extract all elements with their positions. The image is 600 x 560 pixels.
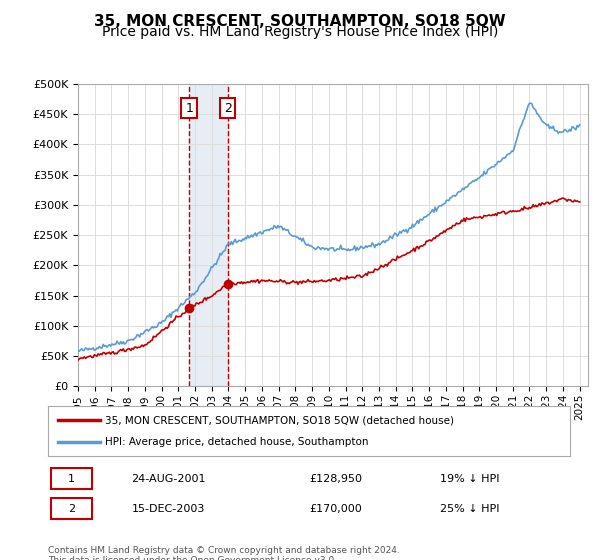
Text: 35, MON CRESCENT, SOUTHAMPTON, SO18 5QW: 35, MON CRESCENT, SOUTHAMPTON, SO18 5QW [94, 14, 506, 29]
Text: 24-AUG-2001: 24-AUG-2001 [131, 474, 206, 484]
Text: 1: 1 [68, 474, 75, 484]
Text: £128,950: £128,950 [309, 474, 362, 484]
Text: 35, MON CRESCENT, SOUTHAMPTON, SO18 5QW (detached house): 35, MON CRESCENT, SOUTHAMPTON, SO18 5QW … [106, 415, 454, 425]
Text: Contains HM Land Registry data © Crown copyright and database right 2024.
This d: Contains HM Land Registry data © Crown c… [48, 546, 400, 560]
Text: 25% ↓ HPI: 25% ↓ HPI [439, 504, 499, 514]
Text: £170,000: £170,000 [309, 504, 362, 514]
Text: 2: 2 [68, 504, 75, 514]
Text: 19% ↓ HPI: 19% ↓ HPI [439, 474, 499, 484]
Text: 1: 1 [185, 102, 193, 115]
FancyBboxPatch shape [50, 468, 92, 489]
FancyBboxPatch shape [50, 498, 92, 520]
Bar [189, 84, 228, 386]
Text: 15-DEC-2003: 15-DEC-2003 [131, 504, 205, 514]
Text: 2: 2 [224, 102, 232, 115]
Text: HPI: Average price, detached house, Southampton: HPI: Average price, detached house, Sout… [106, 437, 369, 447]
Text: Price paid vs. HM Land Registry's House Price Index (HPI): Price paid vs. HM Land Registry's House … [102, 25, 498, 39]
